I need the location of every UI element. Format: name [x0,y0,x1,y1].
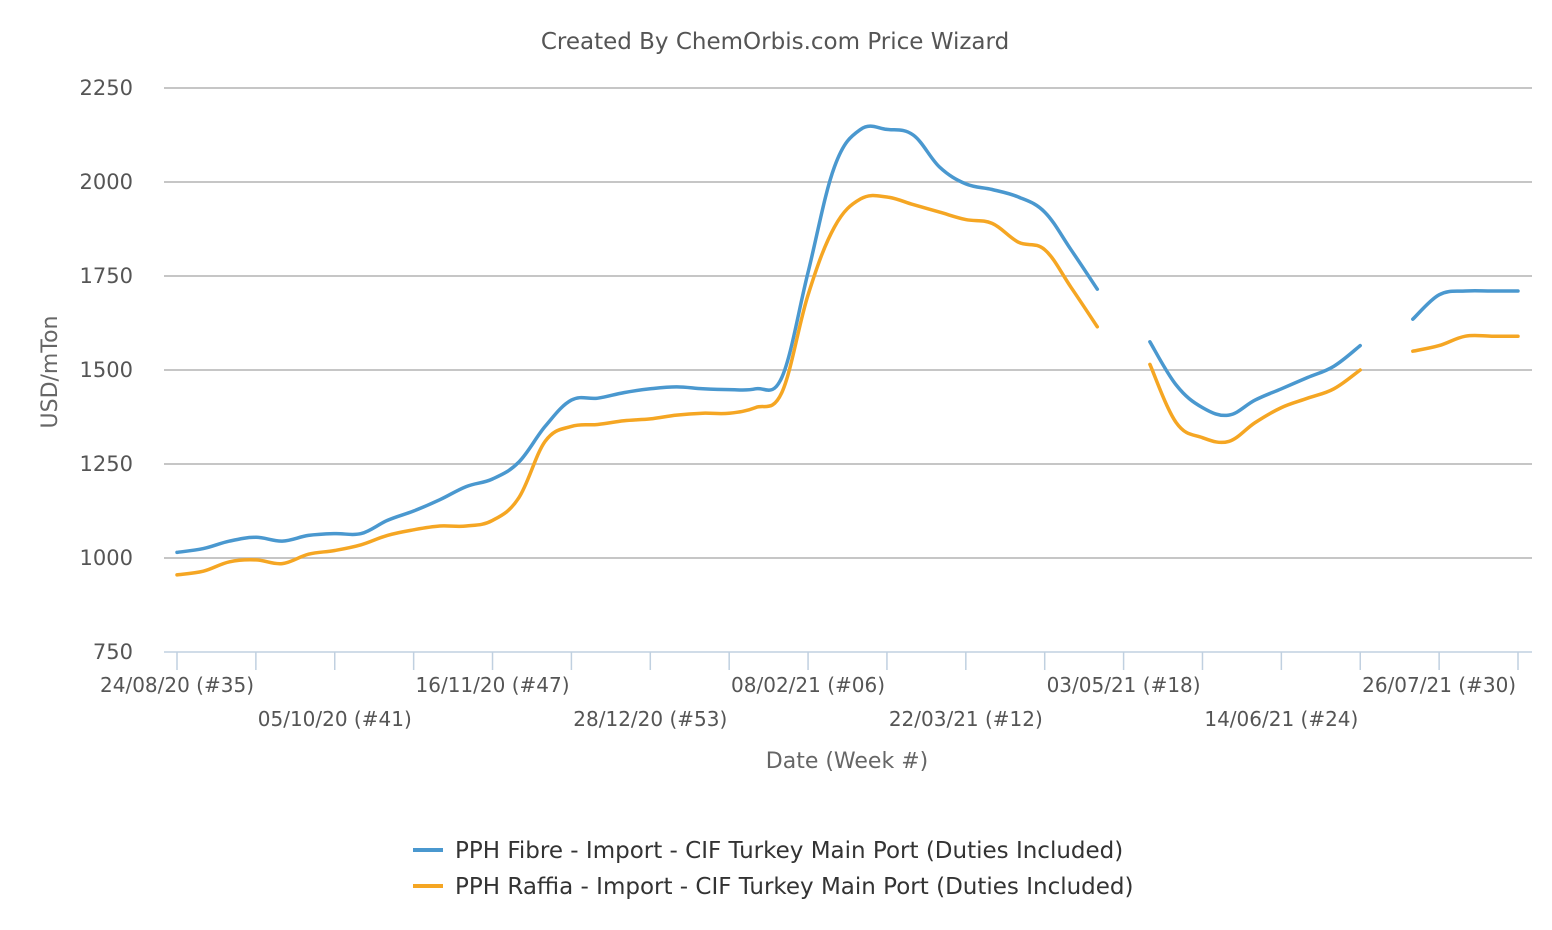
x-tick-label: 05/10/20 (#41) [258,707,412,731]
y-tick-label: 1500 [80,358,133,382]
series-2-line-segment-2 [1148,362,1362,445]
series-1-line-segment-3 [1411,288,1520,321]
y-tick-label: 1000 [80,546,133,570]
x-tick-label: 26/07/21 (#30) [1362,673,1516,697]
grid [164,87,1532,559]
x-tick-label: 08/02/21 (#06) [731,673,885,697]
series-2-line-segment-1 [175,193,1100,577]
y-axis-tick-labels: 750 1000 1250 1500 1750 2000 2250 [80,76,133,664]
x-axis-tick-labels: 24/08/20 (#35)05/10/20 (#41)16/11/20 (#4… [100,673,1516,731]
series-2-line-segment-3 [1411,333,1520,353]
y-tick-label: 2250 [80,76,133,100]
x-axis-ticks [176,652,1519,670]
x-tick-label: 22/03/21 (#12) [889,707,1043,731]
legend-label-2: PPH Raffia - Import - CIF Turkey Main Po… [455,874,1134,900]
legend-label-1: PPH Fibre - Import - CIF Turkey Main Por… [455,838,1123,864]
x-tick-label: 24/08/20 (#35) [100,673,254,697]
y-axis-title: USD/mTon [38,316,63,429]
y-tick-label: 1750 [80,264,133,288]
x-tick-label: 03/05/21 (#18) [1047,673,1201,697]
x-tick-label: 14/06/21 (#24) [1204,707,1358,731]
series-1-line-segment-2 [1148,340,1362,418]
y-tick-label: 2000 [80,170,133,194]
series-lines [175,124,1520,577]
legend: PPH Fibre - Import - CIF Turkey Main Por… [413,838,1134,900]
x-axis-title: Date (Week #) [766,749,928,774]
chart-title: Created By ChemOrbis.com Price Wizard [541,29,1009,55]
x-tick-label: 16/11/20 (#47) [416,673,570,697]
y-tick-label: 1250 [80,452,133,476]
x-tick-label: 28/12/20 (#53) [573,707,727,731]
y-tick-label: 750 [93,640,133,664]
series-1-line-segment-1 [175,124,1100,555]
